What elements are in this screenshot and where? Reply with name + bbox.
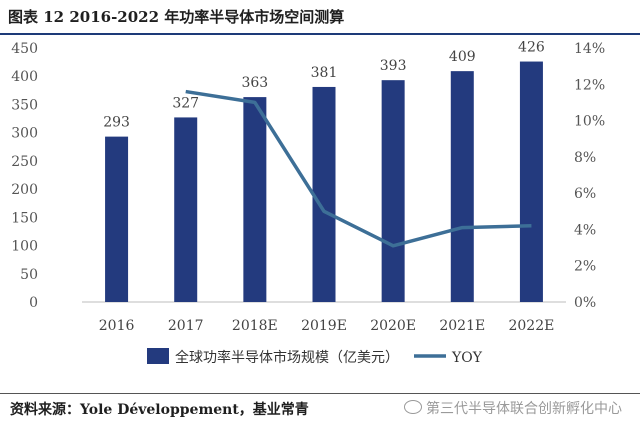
y-left-tick-label: 450 [11,41,38,57]
y-left-tick-label: 400 [11,69,38,85]
bar [381,80,405,302]
y-left-tick-label: 50 [20,267,38,283]
y-left-tick-label: 200 [11,182,38,198]
x-tick-label: 2019E [301,318,347,334]
bar-value-label: 393 [380,58,407,74]
watermark: 第三代半导体联合创新孵化中心 [404,398,622,418]
y-right-tick-label: 6% [574,186,596,202]
y-left-tick-label: 0 [29,295,38,311]
y-right-tick-label: 8% [574,150,596,166]
y-left-tick-label: 150 [11,210,38,226]
x-tick-label: 2018E [232,318,278,334]
bar-value-label: 409 [449,49,476,65]
chart: 0 50 100 150 200 250 300 350 400 450 0% 2% 4% 6% 8% 10%… [11,40,605,366]
y-right-tick-label: 12% [574,77,605,93]
x-tick-label: 2021E [439,318,485,334]
y-right-tick-label: 14% [574,41,605,57]
wechat-icon [404,400,422,414]
legend-label-line: YOY [451,350,483,366]
bar-value-label: 426 [518,40,545,56]
x-tick-label: 2022E [508,318,554,334]
legend-swatch-bar [147,348,169,364]
source-divider [0,393,640,394]
figure-header: 图表 12 2016-2022 年功率半导体市场空间测算 [0,0,640,36]
y-left-tick-label: 350 [11,97,38,113]
bar [519,61,543,303]
bar [450,71,474,302]
bar [243,97,267,303]
title-divider [0,33,640,35]
bar [312,86,336,302]
watermark-text: 第三代半导体联合创新孵化中心 [426,401,622,417]
bar-value-label: 293 [103,115,130,131]
x-tick-label: 2017 [168,318,204,334]
x-tick-label: 2016 [99,318,135,334]
y-left-tick-label: 250 [11,154,38,170]
y-right-tick-label: 10% [574,114,605,130]
y-left-tick-label: 300 [11,126,38,142]
y-right-tick-label: 4% [574,222,596,238]
legend-label-bar: 全球功率半导体市场规模（亿美元） [175,349,399,366]
source-note: 资料来源：Yole Développement，基业常青 [10,402,309,418]
x-tick-label: 2020E [370,318,416,334]
bar [174,117,198,302]
bar-value-label: 381 [311,65,338,81]
bar-value-label: 363 [241,75,268,91]
figure-title: 图表 12 2016-2022 年功率半导体市场空间测算 [8,8,345,26]
y-right-tick-label: 0% [574,295,596,311]
yoy-line [185,89,532,248]
bar-value-label: 327 [172,95,199,111]
y-right-tick-label: 2% [574,259,596,275]
bar [105,136,129,302]
y-left-tick-label: 100 [11,239,38,255]
